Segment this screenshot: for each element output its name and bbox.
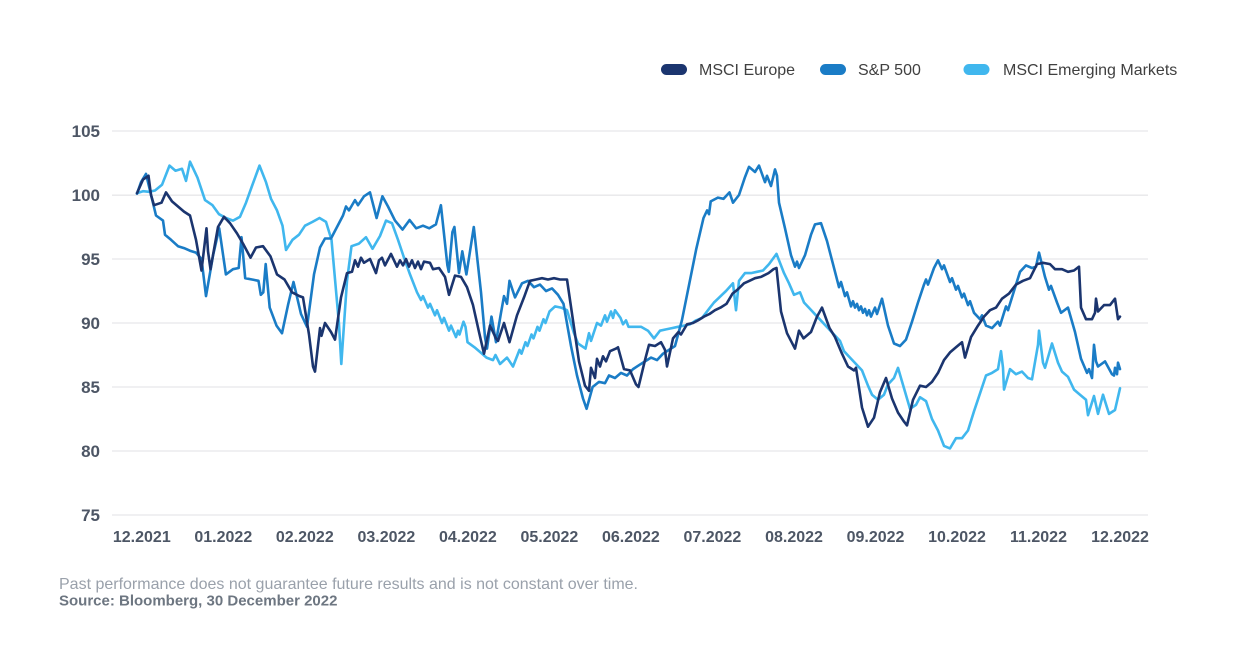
svg-text:08.2022: 08.2022 bbox=[765, 529, 823, 546]
svg-text:07.2022: 07.2022 bbox=[683, 529, 741, 546]
svg-text:06.2022: 06.2022 bbox=[602, 529, 660, 546]
svg-text:01.2022: 01.2022 bbox=[194, 529, 252, 546]
svg-text:85: 85 bbox=[81, 378, 100, 397]
svg-text:80: 80 bbox=[81, 442, 100, 461]
svg-text:100: 100 bbox=[72, 186, 100, 205]
svg-text:90: 90 bbox=[81, 314, 100, 333]
svg-text:S&P 500: S&P 500 bbox=[858, 62, 921, 79]
svg-text:05.2022: 05.2022 bbox=[520, 529, 578, 546]
svg-text:MSCI Emerging Markets: MSCI Emerging Markets bbox=[1003, 62, 1177, 79]
svg-text:10.2022: 10.2022 bbox=[928, 529, 986, 546]
svg-text:09.2022: 09.2022 bbox=[847, 529, 905, 546]
svg-text:11.2022: 11.2022 bbox=[1010, 529, 1067, 546]
svg-text:12.2021: 12.2021 bbox=[113, 529, 171, 546]
svg-text:75: 75 bbox=[81, 506, 100, 525]
svg-text:02.2022: 02.2022 bbox=[276, 529, 334, 546]
svg-text:03.2022: 03.2022 bbox=[357, 529, 415, 546]
svg-text:12.2022: 12.2022 bbox=[1091, 529, 1149, 546]
svg-text:MSCI Europe: MSCI Europe bbox=[699, 62, 795, 79]
svg-text:04.2022: 04.2022 bbox=[439, 529, 497, 546]
svg-text:95: 95 bbox=[81, 250, 100, 269]
svg-text:105: 105 bbox=[72, 122, 100, 141]
svg-text:Source: Bloomberg, 30 December: Source: Bloomberg, 30 December 2022 bbox=[59, 593, 337, 610]
svg-text:Past performance does not guar: Past performance does not guarantee futu… bbox=[59, 576, 638, 593]
